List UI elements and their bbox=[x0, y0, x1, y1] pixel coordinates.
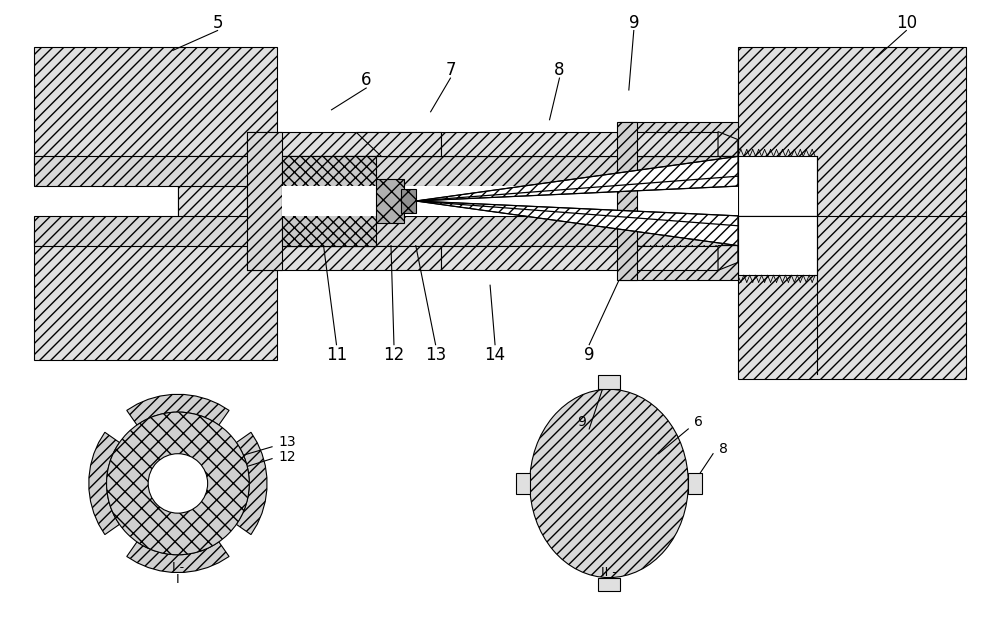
Bar bbox=[247, 131, 282, 270]
Bar bbox=[516, 472, 530, 494]
Text: II: II bbox=[610, 146, 616, 156]
Circle shape bbox=[107, 412, 249, 555]
Text: 9: 9 bbox=[584, 345, 594, 363]
Bar bbox=[247, 186, 738, 216]
Text: 5: 5 bbox=[212, 14, 223, 32]
Bar bbox=[178, 156, 247, 216]
Polygon shape bbox=[127, 542, 229, 572]
Text: I: I bbox=[176, 573, 180, 586]
Bar bbox=[619, 122, 738, 156]
Text: II: II bbox=[605, 578, 613, 591]
Text: 12: 12 bbox=[383, 345, 405, 363]
Ellipse shape bbox=[530, 389, 688, 578]
Polygon shape bbox=[89, 432, 119, 534]
Bar bbox=[34, 231, 277, 360]
Polygon shape bbox=[127, 394, 229, 425]
Bar bbox=[738, 47, 966, 275]
Bar bbox=[178, 171, 247, 231]
Text: 7: 7 bbox=[445, 61, 456, 79]
Text: 9: 9 bbox=[577, 415, 586, 429]
Bar bbox=[738, 156, 817, 216]
Text: 8: 8 bbox=[554, 61, 565, 79]
Text: 9: 9 bbox=[629, 14, 639, 32]
Circle shape bbox=[148, 454, 208, 513]
Bar bbox=[738, 216, 966, 379]
Text: 11: 11 bbox=[326, 345, 347, 363]
Bar bbox=[247, 131, 441, 156]
Polygon shape bbox=[718, 131, 738, 156]
Polygon shape bbox=[718, 246, 738, 270]
Text: II: II bbox=[610, 246, 616, 255]
Text: 10: 10 bbox=[896, 14, 917, 32]
Text: 13: 13 bbox=[425, 345, 446, 363]
Bar bbox=[619, 246, 738, 280]
Polygon shape bbox=[441, 246, 718, 270]
Text: 6: 6 bbox=[694, 415, 703, 429]
Bar bbox=[738, 216, 817, 275]
Polygon shape bbox=[416, 201, 738, 246]
Bar bbox=[617, 122, 637, 280]
Text: II -: II - bbox=[601, 566, 617, 579]
Bar bbox=[34, 216, 738, 246]
Polygon shape bbox=[441, 131, 718, 156]
Bar bbox=[282, 156, 376, 246]
Text: 14: 14 bbox=[484, 345, 506, 363]
Text: I -: I - bbox=[172, 561, 184, 574]
Bar bbox=[401, 189, 416, 213]
Bar bbox=[34, 47, 277, 171]
Polygon shape bbox=[356, 131, 441, 156]
Bar bbox=[376, 179, 404, 223]
Text: 8: 8 bbox=[719, 441, 727, 456]
Bar bbox=[247, 246, 441, 270]
Text: 6: 6 bbox=[361, 71, 371, 89]
Bar bbox=[598, 578, 620, 591]
Bar bbox=[282, 186, 376, 216]
Text: 12: 12 bbox=[278, 450, 296, 464]
Bar bbox=[598, 375, 620, 389]
Bar bbox=[34, 156, 738, 186]
Polygon shape bbox=[416, 156, 738, 201]
Polygon shape bbox=[236, 432, 267, 534]
Bar bbox=[688, 472, 702, 494]
Text: 13: 13 bbox=[278, 435, 296, 449]
